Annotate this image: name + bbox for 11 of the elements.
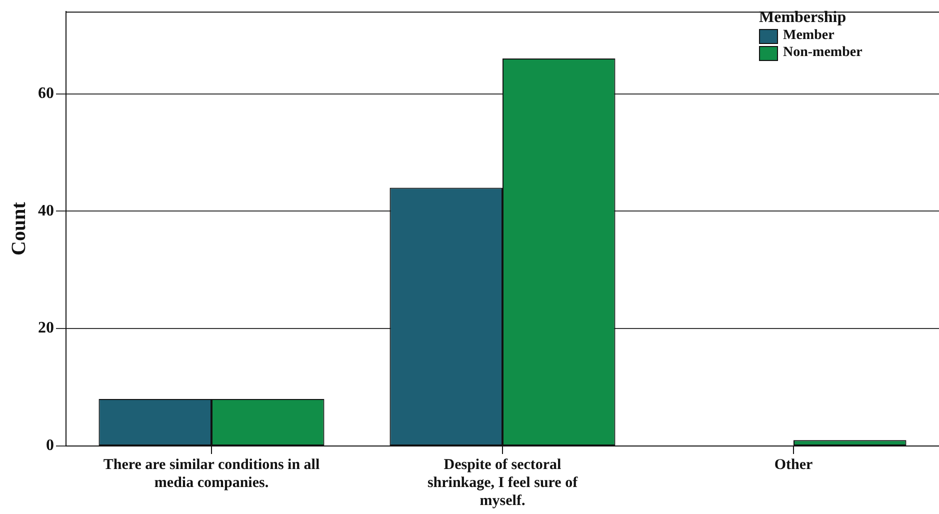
y-tick-label: 40 [38,202,54,220]
y-tick-label: 0 [46,437,54,454]
x-tick-label: Other [774,456,813,473]
x-tick-label: Despite of sectoral shrinkage, I feel sure of myself. [427,456,579,509]
legend-title: Membership [759,8,848,26]
legend-label: Member [783,28,834,44]
y-tick-label: 60 [38,84,54,102]
x-tick-label: There are similar conditions in all media companies. [103,456,320,491]
y-tick-label: 20 [38,320,54,337]
legend-label: Non-member [783,45,862,60]
y-axis-title: Count [8,202,30,256]
